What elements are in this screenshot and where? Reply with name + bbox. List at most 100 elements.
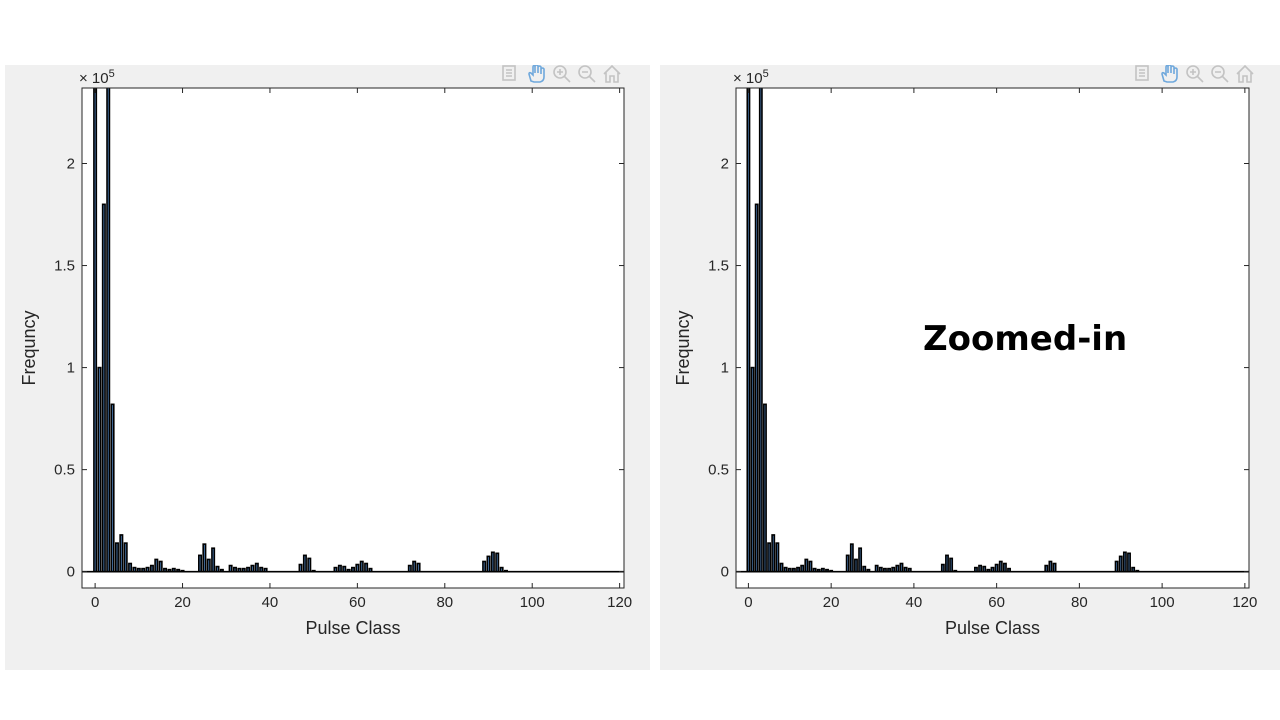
bar[interactable]: [364, 562, 369, 573]
bar[interactable]: [416, 562, 421, 573]
bar[interactable]: [1127, 552, 1131, 573]
bar[interactable]: [800, 564, 805, 573]
bar[interactable]: [114, 542, 119, 573]
bar[interactable]: [355, 563, 360, 573]
pan-hand-icon[interactable]: [528, 64, 545, 83]
plot-area: [82, 88, 624, 588]
bar[interactable]: [945, 554, 949, 573]
bar[interactable]: [97, 366, 102, 573]
figure-panel-right: 0 20 40 60 80 100 120 0 0.5 1 1.5 2 × 105 Pulse Class…: [660, 64, 1280, 670]
plot-area: [736, 88, 1249, 588]
bar[interactable]: [895, 564, 900, 573]
bar[interactable]: [775, 542, 780, 573]
bar[interactable]: [486, 555, 491, 573]
bar[interactable]: [307, 557, 312, 573]
histogram-chart-right: 0 20 40 60 80 100 120 0 0.5 1 1.5 2 × 105 Pulse Class…: [673, 64, 1257, 638]
x-tick-label: 80: [436, 594, 453, 611]
bar[interactable]: [978, 564, 983, 573]
y-tick-label: 1.5: [708, 258, 729, 275]
y-tick-label: 0.5: [54, 462, 75, 479]
bar[interactable]: [359, 560, 364, 573]
bar[interactable]: [490, 551, 495, 573]
x-tick-label: 60: [988, 594, 1005, 611]
bar[interactable]: [202, 543, 207, 573]
bar[interactable]: [1114, 560, 1119, 573]
bar[interactable]: [779, 562, 784, 573]
brush-icon[interactable]: [1135, 65, 1149, 81]
x-tick-label: 40: [906, 594, 923, 611]
axes-box: [735, 87, 1250, 589]
bar[interactable]: [746, 82, 751, 573]
bar[interactable]: [119, 534, 124, 573]
y-exponent-power: 5: [109, 68, 115, 80]
y-tick-label: 2: [67, 156, 75, 173]
bar[interactable]: [1118, 555, 1123, 573]
bar[interactable]: [874, 564, 879, 573]
bar[interactable]: [128, 562, 133, 573]
y-exponent-power: 5: [763, 68, 769, 80]
bar[interactable]: [804, 558, 809, 573]
bar[interactable]: [1044, 564, 1049, 573]
x-tick-label: 0: [744, 594, 752, 611]
x-tick-label: 20: [174, 594, 191, 611]
bar[interactable]: [1002, 562, 1007, 573]
bar[interactable]: [763, 403, 767, 573]
bar[interactable]: [211, 547, 216, 573]
bar[interactable]: [758, 82, 763, 573]
y-exponent-label: × 105: [79, 68, 115, 87]
bar[interactable]: [228, 564, 233, 573]
bar[interactable]: [198, 554, 203, 573]
bar[interactable]: [754, 203, 759, 573]
bar[interactable]: [808, 560, 813, 573]
bar[interactable]: [845, 554, 850, 573]
zoom-in-icon[interactable]: [1186, 65, 1204, 83]
bar[interactable]: [302, 554, 307, 573]
home-icon[interactable]: [1236, 64, 1254, 83]
bar[interactable]: [407, 564, 412, 573]
bar[interactable]: [158, 560, 163, 573]
x-tick-label: 100: [520, 594, 545, 611]
x-tick-label: 120: [1232, 594, 1257, 611]
bar[interactable]: [482, 560, 487, 573]
bar[interactable]: [854, 558, 858, 573]
y-exponent-label: × 105: [733, 68, 769, 87]
bar[interactable]: [771, 534, 776, 573]
bar[interactable]: [1048, 560, 1053, 573]
zoom-out-icon[interactable]: [1211, 65, 1229, 83]
bar[interactable]: [940, 563, 945, 573]
brush-icon[interactable]: [502, 65, 516, 81]
bar[interactable]: [206, 558, 211, 573]
bar[interactable]: [149, 564, 154, 573]
bar[interactable]: [949, 557, 954, 573]
bar[interactable]: [495, 552, 500, 573]
bar[interactable]: [1052, 562, 1057, 573]
y-tick-label: 0: [67, 564, 75, 581]
y-tick-label: 0.5: [708, 462, 729, 479]
pan-hand-icon[interactable]: [1161, 64, 1178, 83]
y-tick-label: 1.5: [54, 258, 75, 275]
bar[interactable]: [750, 366, 755, 573]
bar[interactable]: [254, 562, 259, 573]
bar[interactable]: [858, 547, 863, 573]
bar[interactable]: [998, 560, 1003, 573]
bar[interactable]: [1122, 551, 1127, 573]
x-axis-label: Pulse Class: [305, 618, 400, 638]
bar[interactable]: [298, 563, 303, 573]
x-tick-label: 120: [607, 594, 632, 611]
bar[interactable]: [106, 82, 111, 573]
bar[interactable]: [412, 560, 417, 573]
bar[interactable]: [101, 203, 106, 573]
bar[interactable]: [123, 542, 128, 573]
bar[interactable]: [154, 558, 159, 573]
bar[interactable]: [849, 543, 854, 573]
bar[interactable]: [110, 403, 115, 573]
home-icon[interactable]: [603, 64, 621, 83]
bar[interactable]: [250, 564, 255, 573]
zoom-in-icon[interactable]: [553, 65, 571, 83]
bar[interactable]: [899, 562, 904, 573]
bar[interactable]: [337, 564, 342, 573]
bar[interactable]: [767, 542, 772, 573]
zoom-out-icon[interactable]: [578, 65, 596, 83]
bar[interactable]: [93, 82, 98, 573]
bar[interactable]: [994, 563, 999, 573]
